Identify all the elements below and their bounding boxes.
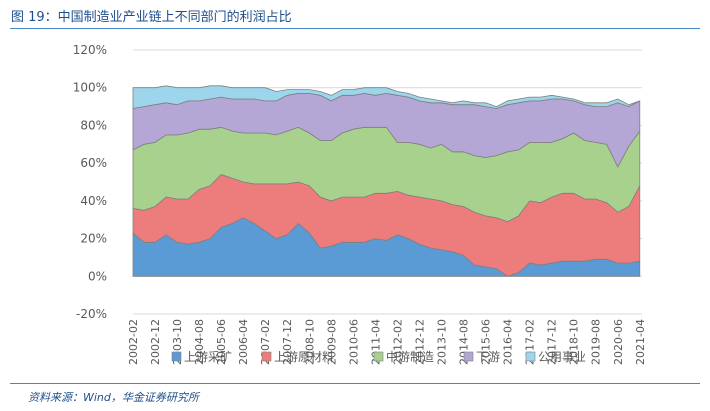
- footer-divider: [10, 383, 700, 384]
- x-tick-label: 2002-12: [149, 319, 162, 365]
- area-series-5: [132, 85, 640, 109]
- legend-swatch: [373, 351, 384, 362]
- y-tick-label: 20%: [80, 232, 107, 246]
- x-tick-label: 2008-10: [303, 319, 316, 365]
- x-tick-label: 2005-06: [215, 319, 228, 365]
- y-tick-label: 80%: [80, 118, 107, 132]
- area-series: [132, 85, 641, 277]
- y-axis-ticks: -20% 0% 20% 40% 60% 80% 100% 120%: [73, 43, 107, 321]
- legend-label: 上游采矿: [184, 350, 232, 364]
- legend-label: 公用事业: [538, 350, 586, 364]
- legend-swatch: [171, 351, 182, 362]
- x-tick-label: 2019-08: [590, 319, 603, 365]
- x-tick-label: 2006-04: [237, 319, 250, 365]
- x-tick-label: 2018-10: [568, 319, 581, 365]
- x-tick-label: 2021-04: [634, 319, 647, 365]
- legend-label: 中游制造: [386, 349, 434, 364]
- x-tick-label: 2013-10: [436, 319, 449, 365]
- x-tick-label: 2012-12: [414, 319, 427, 365]
- x-tick-label: 2010-06: [347, 319, 360, 365]
- x-tick-label: 2009-08: [325, 319, 338, 365]
- x-tick-label: 2016-04: [502, 319, 515, 365]
- source-note: 资料来源：Wind，华金证券研究所: [28, 391, 199, 404]
- y-tick-label: 40%: [80, 194, 107, 208]
- y-tick-label: 60%: [80, 156, 107, 170]
- x-tick-label: 2004-08: [193, 319, 206, 365]
- legend-label: 下游: [476, 350, 500, 364]
- y-tick-label: 120%: [73, 43, 107, 57]
- x-tick-label: 2007-12: [281, 319, 294, 365]
- legend-label: 上游原材料: [274, 350, 334, 364]
- x-tick-label: 2002-02: [127, 319, 140, 365]
- x-tick-label: 2017-12: [546, 319, 559, 365]
- figure-title: 图 19：中国制造业产业链上不同部门的利润占比: [11, 10, 292, 25]
- legend: 上游采矿 上游原材料 中游制造 下游 公用事业: [171, 349, 586, 364]
- y-tick-label: -20%: [76, 307, 107, 321]
- legend-swatch: [525, 351, 536, 362]
- legend-swatch: [261, 351, 272, 362]
- y-tick-label: 0%: [88, 269, 107, 283]
- x-tick-label: 2015-06: [480, 319, 493, 365]
- title-divider: [10, 28, 700, 29]
- x-tick-label: 2012-02: [391, 319, 404, 365]
- legend-swatch: [463, 351, 474, 362]
- x-tick-label: 2020-06: [612, 319, 625, 365]
- y-tick-label: 100%: [73, 81, 107, 95]
